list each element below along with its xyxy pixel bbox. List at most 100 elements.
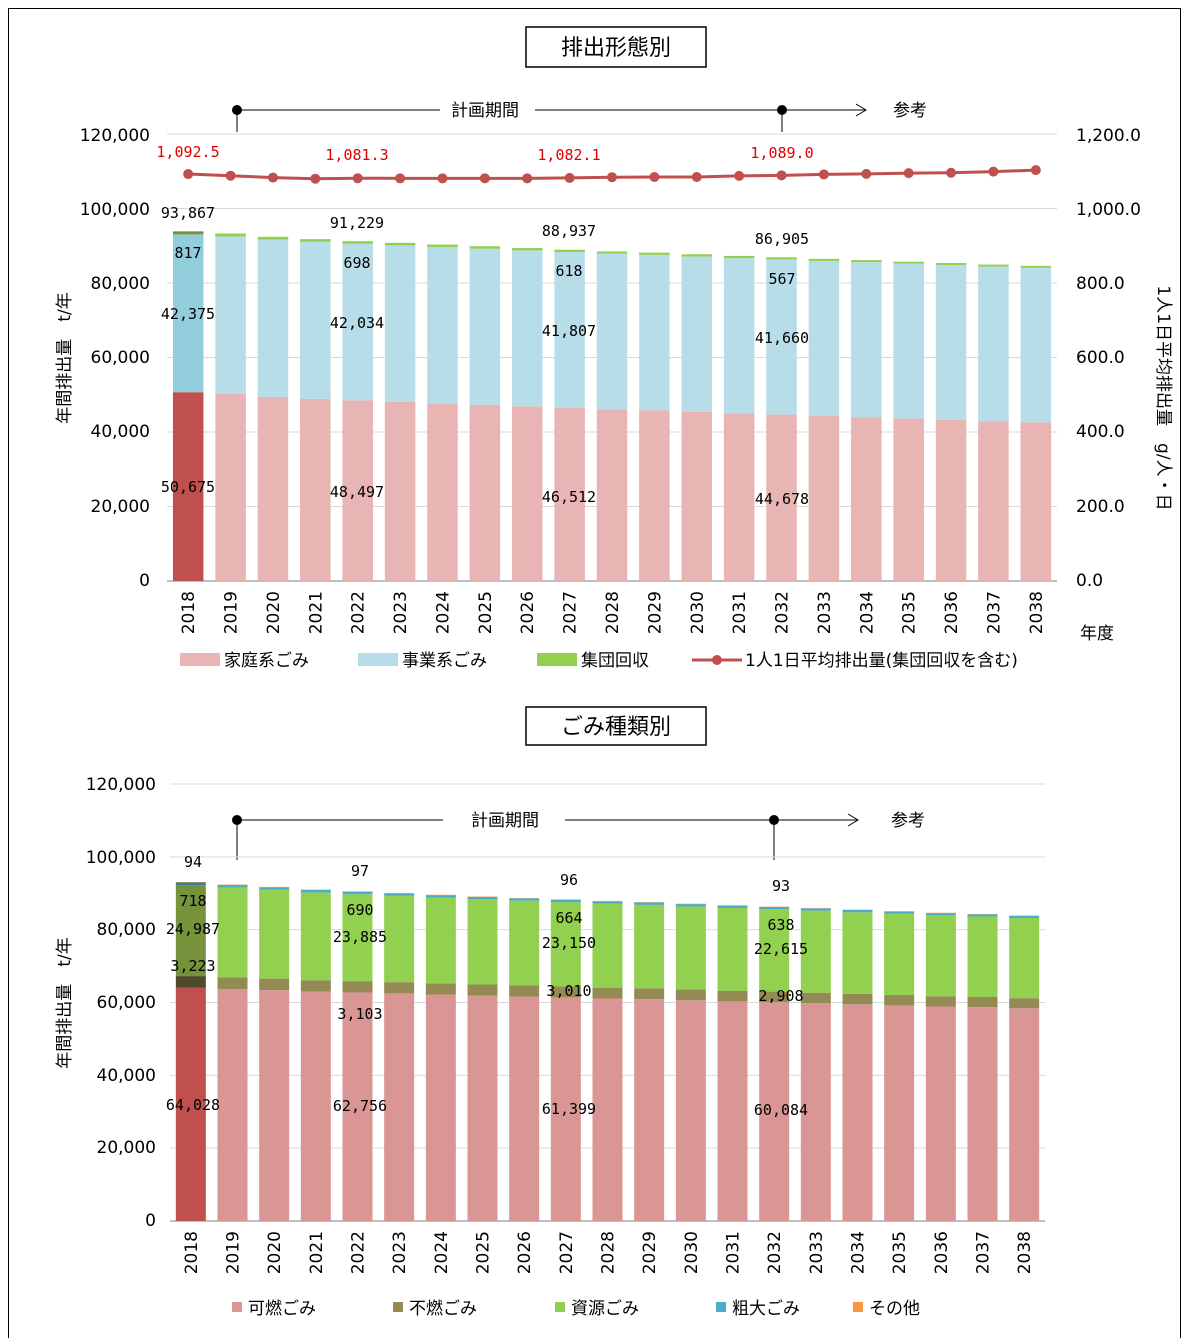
bar-segment [809, 416, 840, 581]
bar-segment [218, 885, 248, 888]
chart1-label: 618 [555, 262, 582, 280]
legend-group: 集団回収 [581, 651, 649, 671]
chart2-bars [176, 882, 1039, 1221]
bar-segment [926, 1007, 956, 1221]
bar-segment [593, 998, 623, 1221]
x-tick-label: 2035 [890, 1231, 910, 1274]
rate-point [395, 173, 405, 183]
bar-segment [809, 261, 840, 416]
bar-segment [893, 264, 924, 419]
rate-point [353, 173, 363, 183]
rate-point [692, 172, 702, 182]
bar-segment [427, 403, 458, 581]
bar-segment [809, 259, 840, 261]
legend-swatch-combustible [232, 1302, 242, 1312]
chart2-label: 3,010 [546, 982, 591, 1000]
rate-point [1031, 165, 1041, 175]
x-tick-label: 2037 [974, 1231, 994, 1274]
bar-segment [926, 915, 956, 996]
bar-segment [843, 910, 873, 912]
chart2-label: 62,756 [333, 1097, 387, 1115]
bar-segment [301, 890, 331, 893]
bar-segment [593, 988, 623, 999]
bar-segment [176, 976, 206, 988]
bar-segment [468, 897, 498, 899]
bar-segment [300, 399, 331, 581]
bar-segment [843, 994, 873, 1004]
bar-segment [512, 250, 543, 406]
chart1-label: 46,512 [542, 488, 596, 506]
x-tick-label: 2033 [815, 591, 835, 634]
x-tick-label: 2018 [182, 1231, 202, 1274]
chart1-plan-label: 計画期間 [451, 101, 519, 121]
bar-segment [978, 421, 1009, 581]
x-tick-label: 2028 [603, 591, 623, 634]
x-tick-label: 2027 [561, 591, 581, 634]
chart2-ytick: 20,000 [97, 1138, 156, 1158]
x-tick-label: 2029 [640, 1231, 660, 1274]
bar-segment [385, 245, 416, 401]
chart1-label: 88,937 [542, 222, 596, 240]
legend-combustible: 可燃ごみ [248, 1299, 316, 1319]
rate-point [649, 172, 659, 182]
chart1-ylabel: 年間排出量 t/年 [55, 292, 75, 423]
x-tick-label: 2035 [900, 591, 920, 634]
bar-segment [682, 256, 713, 411]
chart2-plan-annotation: 計画期間 参考 [232, 811, 925, 860]
legend-swatch-noncombustible [393, 1302, 403, 1312]
x-tick-label: 2019 [222, 591, 242, 634]
chart2-label: 2,908 [758, 987, 803, 1005]
chart1-label: 698 [343, 254, 370, 272]
bar-segment [926, 996, 956, 1006]
bar-segment [801, 993, 831, 1004]
bar-segment [597, 254, 628, 410]
bar-segment [724, 256, 755, 258]
bar-segment [554, 250, 585, 252]
bar-segment [384, 982, 414, 993]
chart1-bars [173, 231, 1051, 581]
x-tick-label: 2024 [432, 1231, 452, 1274]
x-tick-label: 2018 [179, 591, 199, 634]
x-tick-label: 2027 [557, 1231, 577, 1274]
bar-segment [342, 241, 373, 244]
chart2-ytick: 40,000 [97, 1066, 156, 1086]
chart2-label: 3,103 [337, 1005, 382, 1023]
bar-segment [426, 895, 456, 897]
chart1-label: 41,807 [542, 322, 596, 340]
chart1-ref-label: 参考 [893, 101, 927, 121]
x-tick-label: 2029 [645, 591, 665, 634]
x-tick-label: 2038 [1015, 1231, 1035, 1274]
bar-segment [884, 1005, 914, 1221]
bar-segment [509, 985, 539, 996]
bar-segment [593, 904, 623, 988]
x-tick-label: 2036 [932, 1231, 952, 1274]
legend-swatch-bulky [716, 1302, 726, 1312]
chart1-label: 86,905 [755, 230, 809, 248]
x-tick-label: 2025 [474, 1231, 494, 1274]
chart2-ytick: 0 [145, 1211, 156, 1231]
bar-segment [512, 406, 543, 581]
chart2-ref-label: 参考 [891, 811, 925, 831]
x-tick-label: 2028 [599, 1231, 619, 1274]
rate-point [607, 172, 617, 182]
chart2-title: ごみ種類別 [561, 715, 671, 740]
chart1-plan-annotation: 計画期間 参考 [232, 101, 927, 132]
bar-segment [676, 1000, 706, 1221]
x-tick-label: 2021 [307, 1231, 327, 1274]
bar-segment [301, 980, 331, 991]
bar-segment [215, 233, 246, 236]
x-tick-label: 2023 [391, 591, 411, 634]
bar-segment [176, 882, 206, 885]
chart2-label: 718 [179, 892, 206, 910]
bar-segment [893, 419, 924, 581]
bar-segment [597, 409, 628, 581]
chart2-label: 664 [555, 909, 582, 927]
x-tick-label: 2020 [264, 591, 284, 634]
bar-segment [258, 237, 289, 240]
bar-segment [343, 981, 373, 992]
bar-segment [385, 243, 416, 246]
chart1-label: 48,497 [330, 483, 384, 501]
bar-segment [801, 908, 831, 910]
bar-segment [470, 246, 501, 248]
